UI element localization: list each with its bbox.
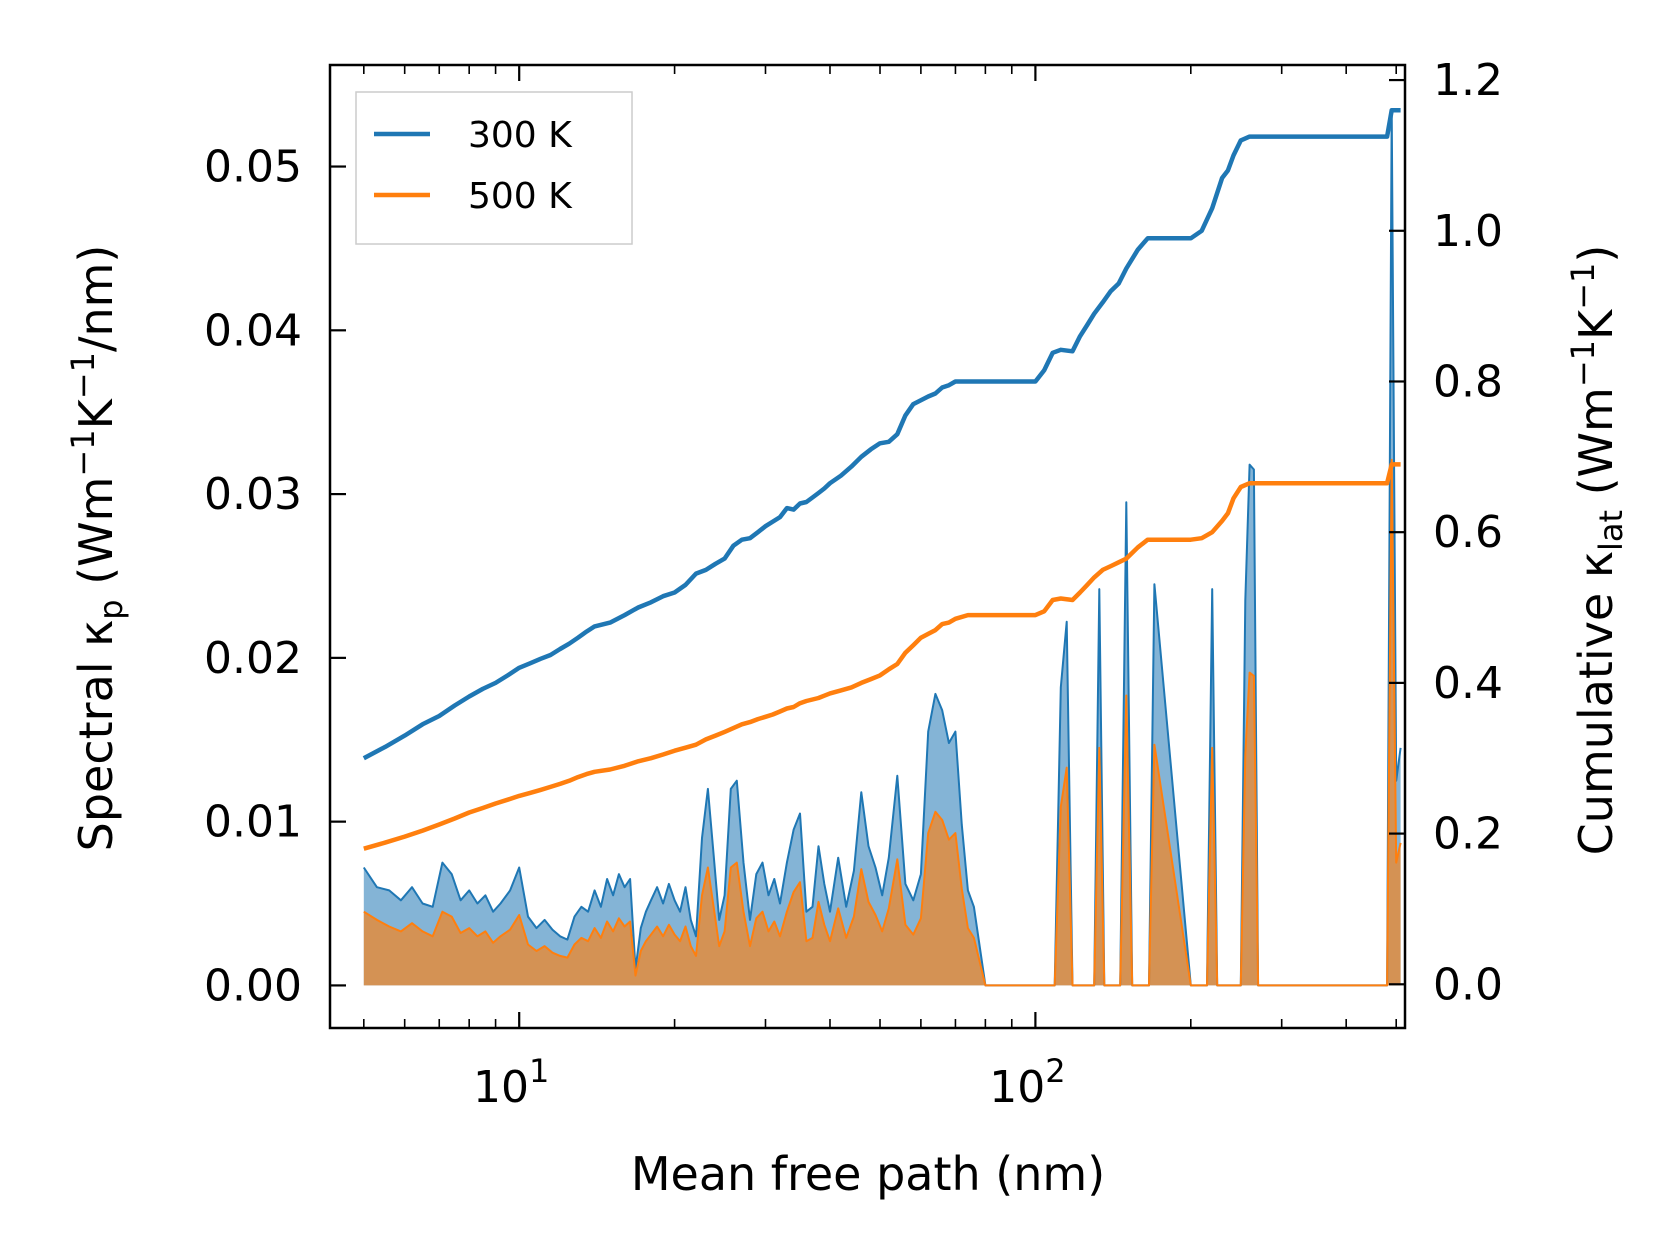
x-tick-label-0: 101 — [473, 1052, 549, 1113]
spectral-line-500k — [363, 458, 1402, 987]
y-right-tick-label-0: 0.0 — [1433, 959, 1503, 1010]
legend: 300 K 500 K — [355, 91, 633, 245]
plot-frame — [328, 63, 1407, 1030]
spectral-line-layer — [362, 108, 1402, 987]
legend-box — [355, 91, 633, 245]
cumulative-line-300k — [362, 107, 1401, 761]
y-right-tick-label-1: 0.2 — [1433, 809, 1503, 860]
axes-layer: 101 102 0.00 0.01 0.02 0.03 0.04 0.05 0.0 0.2 0.4 0… — [204, 55, 1503, 1113]
y-left-axis-title: Spectral κp (Wm−1K−1/nm) — [64, 245, 130, 852]
x-axis-title: Mean free path (nm) — [631, 1147, 1105, 1201]
cumulative-line-500k — [363, 462, 1401, 851]
y-right-tick-label-6: 1.2 — [1433, 55, 1503, 106]
spectral-line-300k — [362, 108, 1402, 987]
y-left-tick-label-2: 0.02 — [204, 633, 302, 684]
legend-label-300k: 300 K — [468, 115, 573, 156]
y-right-tick-label-4: 0.8 — [1433, 356, 1503, 407]
y-left-tick-label-5: 0.05 — [204, 142, 302, 193]
y-right-axis-title: Cumulative κlat (Wm−1K−1) — [1564, 245, 1630, 856]
y-right-tick-label-3: 0.6 — [1433, 507, 1503, 558]
spectral-fill-layer — [363, 109, 1401, 986]
y-right-tick-label-2: 0.4 — [1433, 658, 1503, 709]
y-left-tick-label-1: 0.01 — [204, 797, 302, 848]
x-tick-label-1: 102 — [989, 1052, 1065, 1113]
spectral-area-300k — [363, 109, 1401, 986]
spectral-area-500k — [363, 459, 1401, 986]
legend-label-500k: 500 K — [468, 176, 573, 217]
cumulative-line-layer — [362, 107, 1401, 851]
y-left-tick-label-4: 0.04 — [204, 305, 302, 356]
y-right-tick-label-5: 1.0 — [1433, 206, 1503, 257]
y-left-tick-label-3: 0.03 — [204, 469, 302, 520]
y-left-tick-label-0: 0.00 — [204, 960, 302, 1011]
